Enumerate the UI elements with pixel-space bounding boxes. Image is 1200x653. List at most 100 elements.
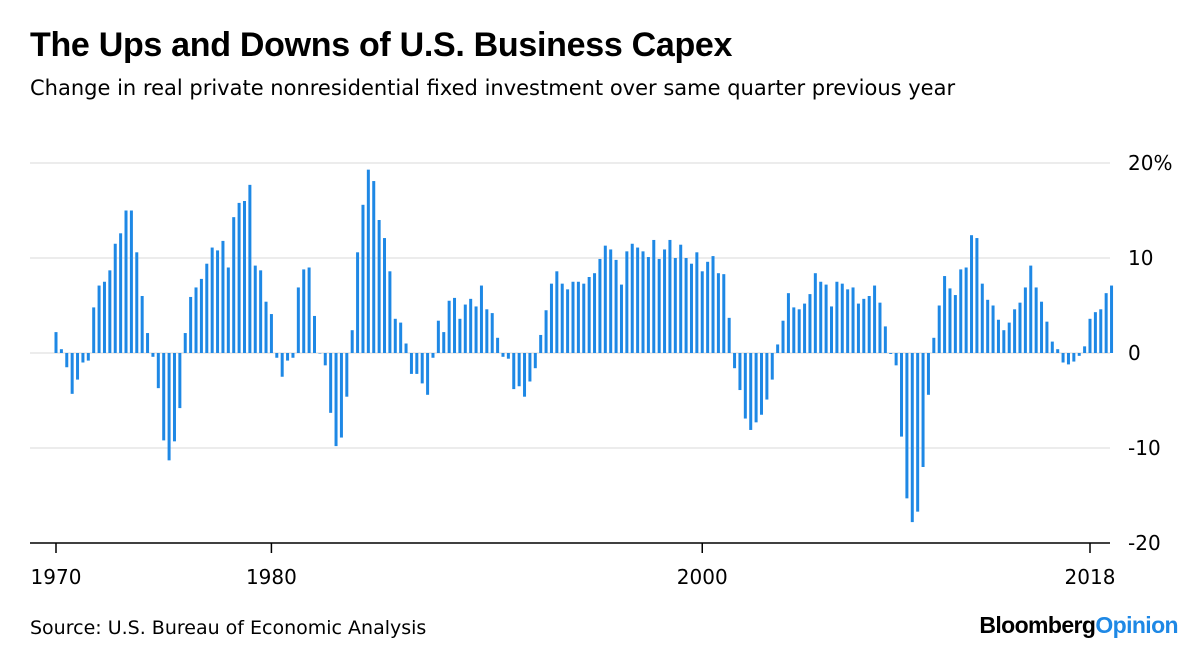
bar <box>178 353 182 409</box>
bar-series <box>54 169 1114 523</box>
bar <box>819 281 823 353</box>
bar <box>86 353 90 361</box>
source-note: Source: U.S. Bureau of Economic Analysis <box>30 617 427 639</box>
bar <box>1034 287 1038 353</box>
bar <box>1093 312 1097 353</box>
bar <box>830 306 833 353</box>
bar <box>943 276 947 353</box>
brand-accent: Opinion <box>1095 612 1178 638</box>
bar <box>453 297 457 353</box>
bar <box>1045 321 1049 353</box>
bar <box>1029 265 1033 353</box>
bar <box>549 283 553 353</box>
bar <box>226 267 230 353</box>
bar <box>867 296 871 353</box>
bar <box>792 307 796 353</box>
bar <box>517 353 521 387</box>
bar <box>663 249 667 353</box>
bar <box>905 353 909 499</box>
bar <box>383 238 387 353</box>
bar <box>463 304 467 353</box>
bar <box>937 305 941 353</box>
bar <box>420 353 424 384</box>
bar <box>738 353 742 391</box>
bar <box>765 353 769 400</box>
bar <box>339 353 343 438</box>
bar <box>124 210 128 353</box>
bar <box>1040 301 1044 353</box>
bar <box>711 256 715 353</box>
bar <box>587 277 591 353</box>
x-tick-label: 1970 <box>31 565 82 589</box>
bar <box>108 270 112 353</box>
bar <box>786 293 790 353</box>
bar <box>894 353 898 366</box>
bar <box>636 247 640 353</box>
bar <box>216 250 220 353</box>
bar <box>280 353 284 377</box>
bar <box>706 261 710 353</box>
bar <box>140 296 144 353</box>
bar <box>479 285 483 353</box>
bar <box>334 353 338 447</box>
bar <box>259 270 263 353</box>
bar <box>673 258 677 353</box>
bar <box>921 353 925 467</box>
bar <box>700 271 704 353</box>
bar <box>754 353 758 423</box>
bar <box>350 330 354 353</box>
bar <box>199 278 203 353</box>
y-axis: 20% 10 0 -10 -20 <box>1128 151 1172 555</box>
bar <box>361 204 365 353</box>
bar <box>609 249 613 353</box>
bar <box>598 258 602 353</box>
bar <box>986 299 990 353</box>
bar <box>603 245 607 353</box>
bar <box>1023 287 1027 353</box>
bar <box>221 240 225 353</box>
bar <box>948 288 952 353</box>
bar <box>652 239 656 353</box>
bar <box>506 353 510 359</box>
bar <box>926 353 930 395</box>
bar <box>959 269 963 353</box>
bar <box>232 217 236 353</box>
bar <box>399 322 403 353</box>
bar <box>1072 353 1076 362</box>
bar <box>490 313 494 353</box>
bar <box>576 281 580 353</box>
bar <box>668 239 672 353</box>
bar <box>1013 309 1017 353</box>
bar <box>172 353 176 442</box>
bar <box>469 298 473 353</box>
bar <box>183 333 187 353</box>
bar <box>313 315 316 353</box>
bar <box>323 353 327 366</box>
bar <box>377 220 381 353</box>
bar <box>781 320 785 353</box>
bar <box>560 283 564 353</box>
bar <box>835 281 839 353</box>
bar <box>689 263 693 353</box>
bar <box>102 281 106 353</box>
bar <box>447 300 451 353</box>
bar <box>593 273 597 353</box>
bar <box>970 235 974 353</box>
chart-title: The Ups and Downs of U.S. Business Capex <box>30 26 733 64</box>
bar <box>65 353 69 368</box>
x-tick-label: 1980 <box>246 565 297 589</box>
bar <box>474 306 478 353</box>
bar <box>426 353 430 395</box>
bar <box>119 233 123 353</box>
bar <box>318 353 322 354</box>
y-tick-label: 20% <box>1128 151 1172 175</box>
bar <box>566 289 570 353</box>
bar <box>81 353 85 363</box>
bar <box>307 267 311 353</box>
bar <box>883 326 887 353</box>
x-axis: 1970 1980 2000 2018 <box>30 542 1115 589</box>
bar <box>856 303 860 353</box>
bar <box>253 265 257 353</box>
bar <box>146 333 150 353</box>
